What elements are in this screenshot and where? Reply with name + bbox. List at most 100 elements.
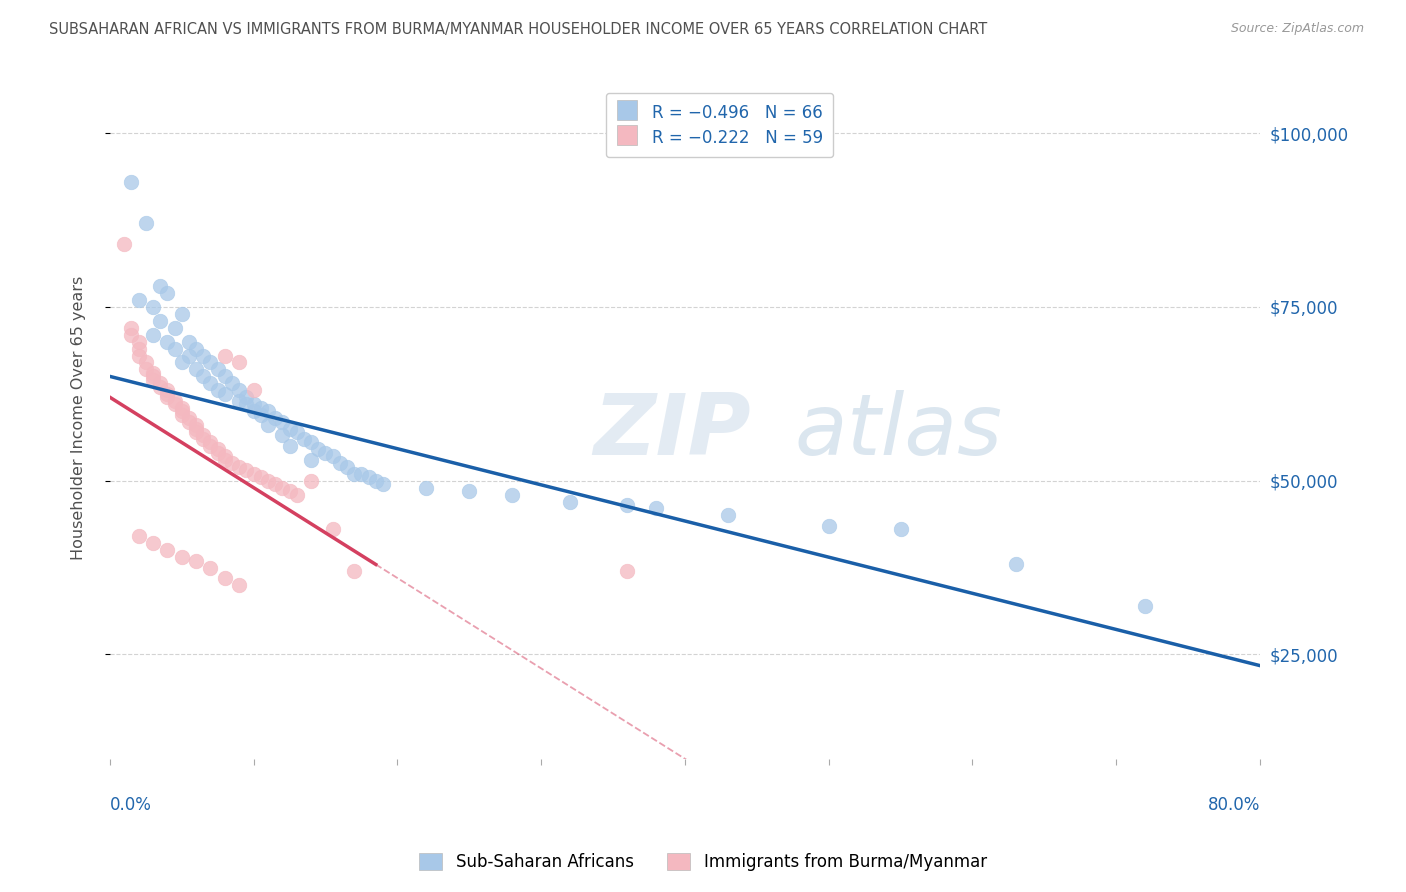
Point [184, 554, 207, 568]
Point [214, 386, 236, 401]
Point [163, 320, 186, 334]
Point [135, 362, 157, 376]
Point [200, 355, 222, 369]
Point [163, 342, 186, 356]
Point [717, 508, 740, 523]
Point [336, 459, 359, 474]
Point [156, 384, 179, 398]
Point [285, 487, 308, 501]
Point [142, 373, 165, 387]
Point [501, 487, 523, 501]
Point [271, 415, 294, 429]
Point [371, 477, 394, 491]
Point [214, 349, 236, 363]
Point [1133, 599, 1156, 613]
Point [350, 467, 373, 481]
Text: SUBSAHARAN AFRICAN VS IMMIGRANTS FROM BURMA/MYANMAR HOUSEHOLDER INCOME OVER 65 Y: SUBSAHARAN AFRICAN VS IMMIGRANTS FROM BU… [49, 22, 987, 37]
Point [235, 463, 257, 477]
Point [890, 522, 912, 536]
Text: 0.0%: 0.0% [110, 797, 152, 814]
Point [142, 327, 165, 342]
Point [135, 216, 157, 230]
Point [278, 439, 301, 453]
Point [357, 470, 380, 484]
Text: atlas: atlas [794, 390, 1002, 474]
Point [257, 404, 280, 418]
Point [271, 481, 294, 495]
Point [228, 578, 250, 592]
Point [128, 334, 150, 349]
Point [163, 393, 186, 408]
Point [177, 349, 200, 363]
Point [170, 550, 193, 565]
Point [228, 393, 250, 408]
Point [207, 384, 229, 398]
Point [156, 390, 179, 404]
Point [142, 536, 165, 550]
Point [299, 453, 322, 467]
Point [207, 446, 229, 460]
Point [177, 334, 200, 349]
Point [163, 397, 186, 411]
Point [193, 349, 215, 363]
Point [214, 369, 236, 384]
Point [228, 384, 250, 398]
Point [184, 421, 207, 435]
Point [558, 494, 581, 508]
Point [135, 355, 157, 369]
Point [207, 362, 229, 376]
Point [271, 428, 294, 442]
Point [264, 411, 287, 425]
Point [221, 376, 243, 391]
Point [257, 418, 280, 433]
Point [200, 435, 222, 450]
Point [184, 425, 207, 439]
Point [142, 300, 165, 314]
Point [128, 349, 150, 363]
Point [156, 334, 179, 349]
Point [307, 442, 329, 457]
Point [817, 519, 839, 533]
Point [458, 484, 481, 499]
Point [120, 320, 142, 334]
Point [292, 432, 315, 446]
Point [242, 467, 264, 481]
Text: 80.0%: 80.0% [1208, 797, 1260, 814]
Point [343, 467, 366, 481]
Point [235, 390, 257, 404]
Point [221, 456, 243, 470]
Point [235, 397, 257, 411]
Point [193, 432, 215, 446]
Point [616, 564, 638, 578]
Point [170, 307, 193, 321]
Point [184, 362, 207, 376]
Point [242, 384, 264, 398]
Point [177, 411, 200, 425]
Point [315, 446, 337, 460]
Point [299, 474, 322, 488]
Point [264, 477, 287, 491]
Point [142, 369, 165, 384]
Point [149, 279, 172, 293]
Text: Source: ZipAtlas.com: Source: ZipAtlas.com [1230, 22, 1364, 36]
Point [170, 355, 193, 369]
Point [184, 342, 207, 356]
Point [645, 501, 668, 516]
Point [278, 484, 301, 499]
Point [249, 408, 271, 422]
Point [214, 571, 236, 585]
Point [228, 459, 250, 474]
Point [184, 418, 207, 433]
Point [142, 366, 165, 380]
Y-axis label: Householder Income Over 65 years: Householder Income Over 65 years [72, 276, 86, 560]
Point [177, 415, 200, 429]
Point [120, 175, 142, 189]
Point [616, 498, 638, 512]
Point [170, 408, 193, 422]
Point [112, 237, 135, 252]
Point [128, 342, 150, 356]
Point [149, 314, 172, 328]
Point [242, 397, 264, 411]
Point [156, 285, 179, 300]
Point [156, 386, 179, 401]
